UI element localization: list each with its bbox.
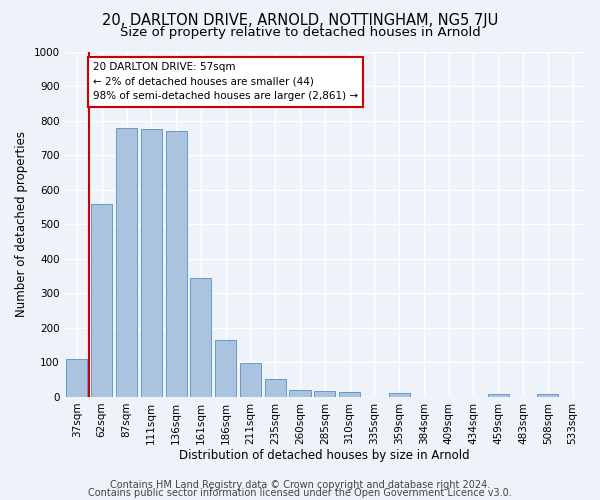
Bar	[339, 392, 360, 397]
Bar	[537, 394, 559, 397]
Text: Size of property relative to detached houses in Arnold: Size of property relative to detached ho…	[119, 26, 481, 39]
Bar	[215, 340, 236, 397]
Bar	[190, 278, 211, 397]
Text: Contains HM Land Registry data © Crown copyright and database right 2024.: Contains HM Land Registry data © Crown c…	[110, 480, 490, 490]
Text: 20, DARLTON DRIVE, ARNOLD, NOTTINGHAM, NG5 7JU: 20, DARLTON DRIVE, ARNOLD, NOTTINGHAM, N…	[102, 12, 498, 28]
Bar	[240, 363, 261, 397]
Bar	[91, 204, 112, 397]
Y-axis label: Number of detached properties: Number of detached properties	[15, 131, 28, 317]
Text: Contains public sector information licensed under the Open Government Licence v3: Contains public sector information licen…	[88, 488, 512, 498]
Bar	[488, 394, 509, 397]
Bar	[265, 379, 286, 397]
X-axis label: Distribution of detached houses by size in Arnold: Distribution of detached houses by size …	[179, 450, 470, 462]
Bar	[116, 128, 137, 397]
Text: 20 DARLTON DRIVE: 57sqm
← 2% of detached houses are smaller (44)
98% of semi-det: 20 DARLTON DRIVE: 57sqm ← 2% of detached…	[93, 62, 358, 102]
Bar	[67, 359, 88, 397]
Bar	[141, 129, 162, 397]
Bar	[289, 390, 311, 397]
Bar	[166, 131, 187, 397]
Bar	[389, 393, 410, 397]
Bar	[314, 392, 335, 397]
